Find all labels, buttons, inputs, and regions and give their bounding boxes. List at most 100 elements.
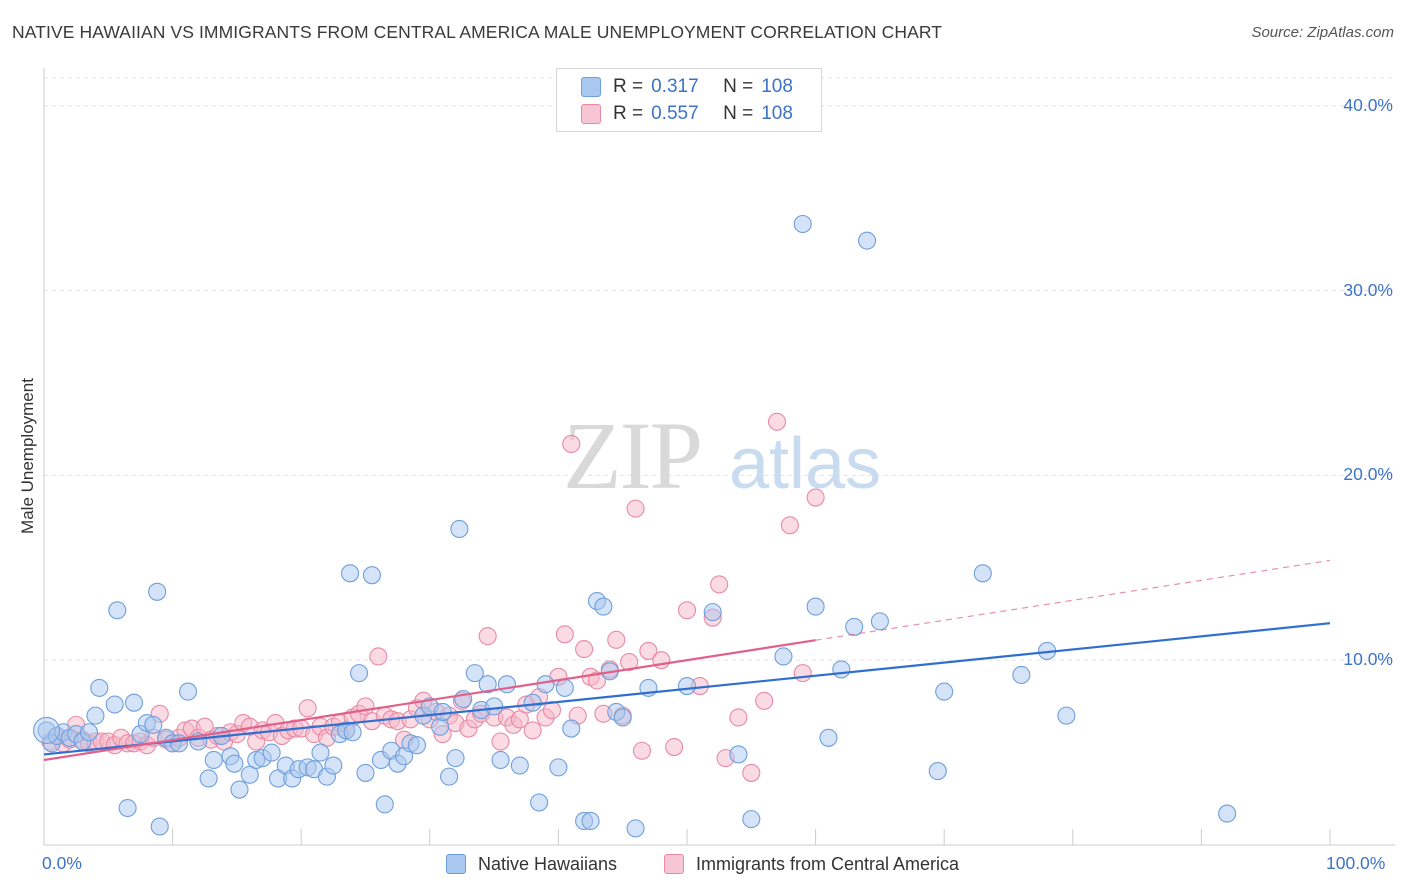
immigrants-point xyxy=(555,625,574,644)
native-hawaiians-point xyxy=(806,597,825,616)
native-hawaiians-point xyxy=(613,708,632,727)
trend-line-immigrants-extension xyxy=(815,559,1331,641)
native-hawaiians-point xyxy=(362,566,381,585)
legend-swatch-pink xyxy=(581,104,601,124)
native-hawaiians-point xyxy=(549,758,568,777)
native-hawaiians-point xyxy=(450,519,469,539)
native-hawaiians-point xyxy=(523,693,542,712)
native-hawaiians-point xyxy=(124,693,144,712)
native-hawaiians-point xyxy=(144,715,163,734)
native-hawaiians-point xyxy=(225,754,244,773)
native-hawaiians-point xyxy=(510,756,529,775)
immigrants-point xyxy=(780,516,799,535)
legend-n-label: N = xyxy=(723,76,754,97)
series-legend-blue: Native Hawaiians xyxy=(446,852,617,876)
native-hawaiians-point xyxy=(1218,804,1237,823)
immigrants-point xyxy=(478,627,497,646)
legend-row-pink: R = 0.557 N = 108 xyxy=(581,102,793,126)
native-hawaiians-point xyxy=(973,564,992,583)
immigrants-point xyxy=(755,691,774,710)
y-tick-label: 10.0% xyxy=(1343,649,1393,670)
native-hawaiians-point xyxy=(118,798,137,818)
native-hawaiians-point xyxy=(555,678,574,697)
legend-swatch-blue xyxy=(581,77,601,97)
native-hawaiians-point xyxy=(343,723,362,742)
native-hawaiians-point xyxy=(431,717,450,736)
y-tick-label: 20.0% xyxy=(1343,464,1393,485)
axes xyxy=(43,68,1395,846)
series-name-blue: Native Hawaiians xyxy=(478,853,618,874)
native-hawaiians-point xyxy=(350,664,369,683)
immigrants-point xyxy=(710,575,729,594)
native-hawaiians-point xyxy=(491,750,510,770)
native-hawaiians-point xyxy=(90,678,109,697)
legend-r-label: R = xyxy=(613,76,644,97)
native-hawaiians-point xyxy=(845,617,864,636)
immigrants-point xyxy=(639,641,658,660)
immigrants-point xyxy=(632,741,652,760)
immigrants-point xyxy=(626,499,645,518)
immigrants-point xyxy=(677,601,697,620)
native-hawaiians-point xyxy=(677,677,697,696)
native-hawaiians-point xyxy=(536,675,555,694)
source-label: Source: ZipAtlas.com xyxy=(1251,24,1394,41)
native-hawaiians-point xyxy=(1057,706,1076,725)
native-hawaiians-point xyxy=(230,780,249,799)
native-hawaiians-point xyxy=(150,817,169,836)
native-hawaiians-point xyxy=(594,597,613,616)
immigrants-point xyxy=(806,488,825,507)
native-hawaiians-point xyxy=(478,675,497,694)
native-hawaiians-point xyxy=(774,647,793,666)
trend-line-immigrants xyxy=(43,639,816,762)
immigrants-point xyxy=(729,708,748,727)
native-hawaiians-point xyxy=(407,736,426,755)
native-hawaiians-point xyxy=(832,660,851,679)
native-hawaiians-point xyxy=(742,810,761,829)
native-hawaiians-point xyxy=(581,811,600,831)
native-hawaiians-point xyxy=(928,762,947,781)
legend-r-label: R = xyxy=(613,103,644,124)
series-swatch-pink xyxy=(664,854,684,874)
native-hawaiians-point xyxy=(440,767,459,786)
native-hawaiians-point xyxy=(446,749,465,768)
native-hawaiians-point xyxy=(530,793,549,812)
y-tick-label: 30.0% xyxy=(1343,279,1393,300)
immigrants-point xyxy=(298,699,317,718)
legend-row-blue: R = 0.317 N = 108 xyxy=(581,75,793,99)
legend-n-value: 108 xyxy=(761,103,793,124)
y-axis-label: Male Unemployment xyxy=(18,378,37,534)
native-hawaiians-point xyxy=(324,756,343,775)
native-hawaiians-point xyxy=(341,564,360,583)
native-hawaiians-point xyxy=(178,682,198,701)
trend-lines xyxy=(43,559,1331,762)
gridlines xyxy=(44,77,1395,661)
y-tick-label: 40.0% xyxy=(1343,94,1393,115)
native-hawaiians-point xyxy=(105,695,124,714)
native-hawaiians-point xyxy=(703,603,722,622)
correlation-legend: R = 0.317 N = 108 R = 0.557 N = 108 xyxy=(556,68,822,132)
native-hawaiians-point xyxy=(433,702,452,721)
native-hawaiians-point xyxy=(356,763,375,782)
native-hawaiians-point xyxy=(562,719,581,738)
native-hawaiians-point xyxy=(199,769,218,788)
native-hawaiians-point xyxy=(33,716,61,744)
native-hawaiians-point xyxy=(311,743,330,762)
legend-r-value: 0.557 xyxy=(651,103,699,124)
native-hawaiians-point xyxy=(857,231,877,250)
native-hawaiians-point xyxy=(485,697,504,716)
native-hawaiians-point xyxy=(262,743,281,762)
immigrants-point xyxy=(793,664,812,683)
series-legend-pink: Immigrants from Central America xyxy=(664,852,959,876)
native-hawaiians-point xyxy=(108,601,127,620)
immigrants-point xyxy=(369,647,388,666)
native-hawaiians-point xyxy=(86,706,105,725)
legend-r-value: 0.317 xyxy=(651,76,699,97)
immigrants-point xyxy=(742,763,761,782)
native-hawaiians-point xyxy=(148,582,167,601)
immigrants-point xyxy=(620,652,639,672)
native-hawaiians-point xyxy=(79,723,99,742)
immigrants-point xyxy=(575,640,594,659)
x-tick-label-min: 0.0% xyxy=(42,853,82,873)
native-hawaiians-point xyxy=(1012,665,1031,685)
